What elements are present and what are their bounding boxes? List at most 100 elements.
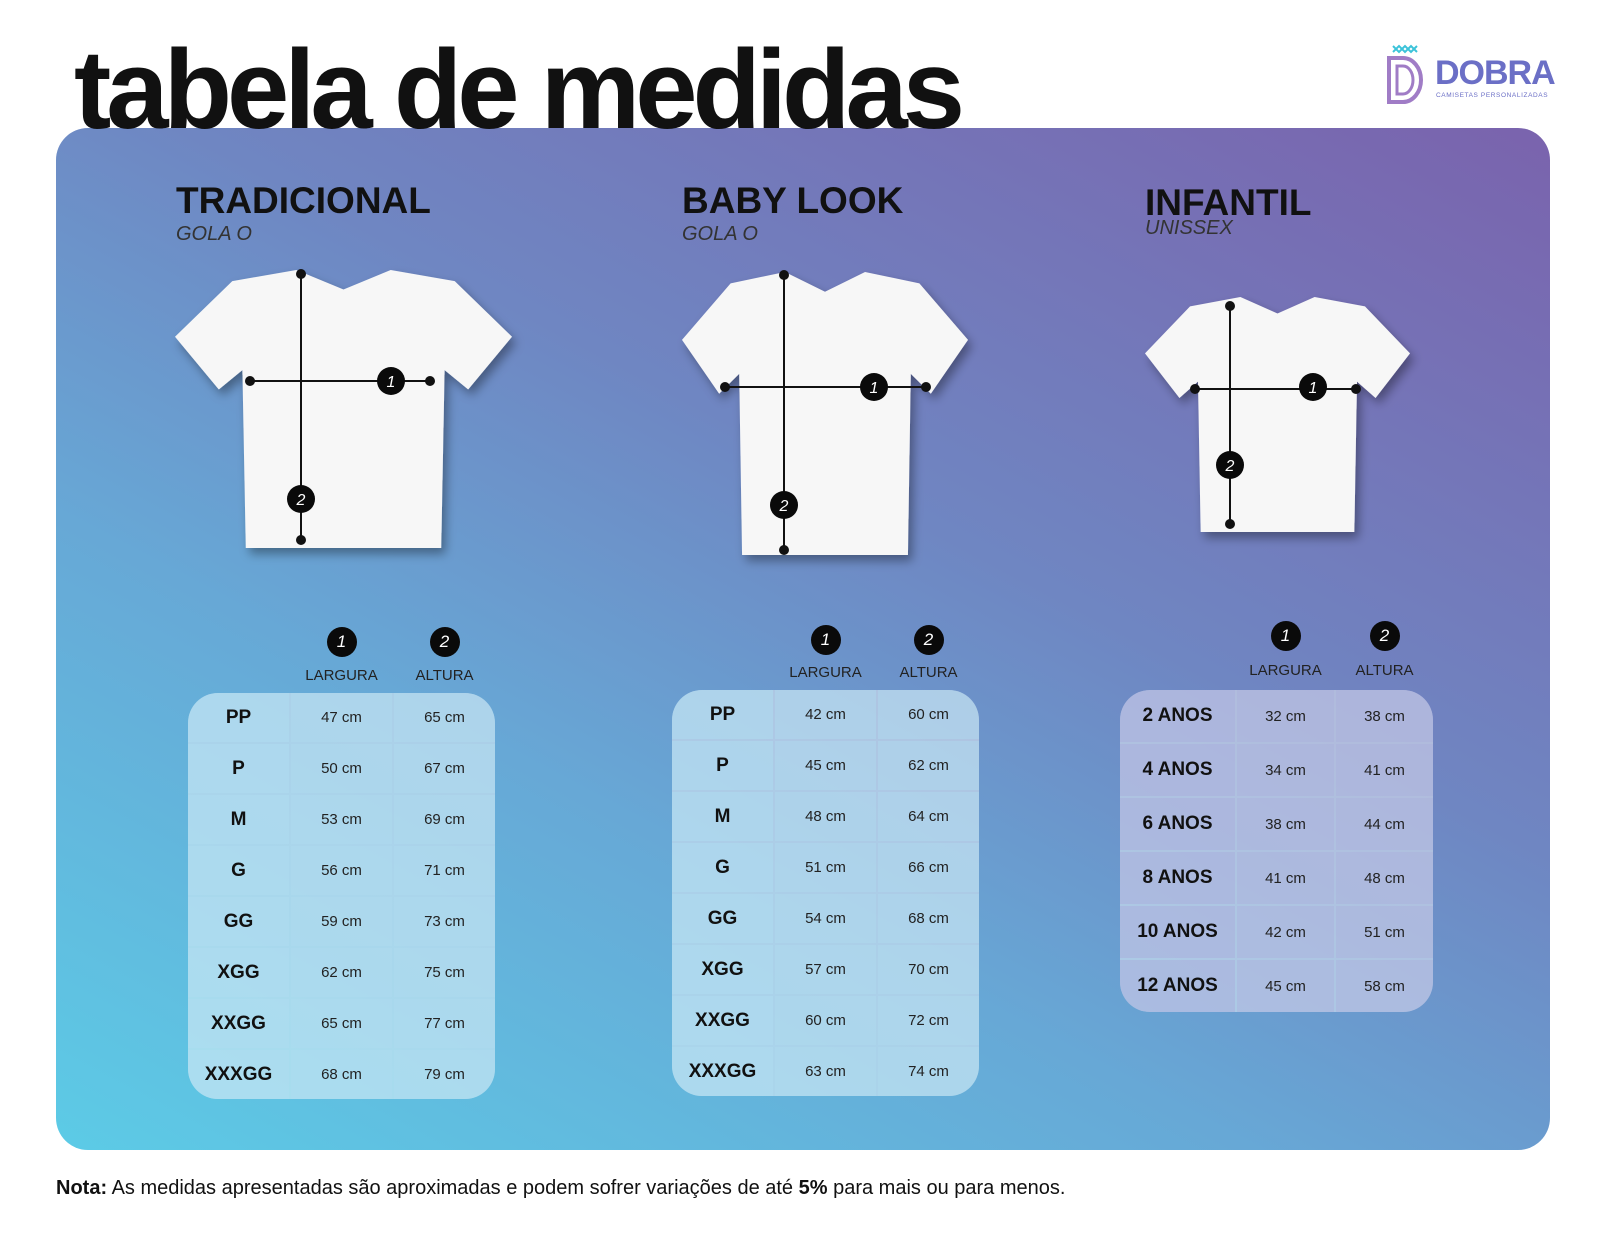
size-label: G [672,843,773,892]
size-label: PP [188,693,289,742]
marker-number: 2 [296,492,306,509]
measure-value: 73 cm [394,897,495,946]
measure-value: 32 cm [1237,690,1334,742]
size-label: 12 ANOS [1120,960,1235,1012]
measure-dot [245,376,255,386]
measure-value: 68 cm [878,894,979,943]
note-text: para mais ou para menos. [833,1177,1066,1199]
measure-value: 75 cm [394,948,495,997]
measure-value: 48 cm [1336,852,1433,904]
marker-number: 2 [1225,458,1235,475]
measure-value: 58 cm [1336,960,1433,1012]
measure-value: 77 cm [394,999,495,1048]
size-label: XGG [672,945,773,994]
measure-value: 42 cm [1237,906,1334,958]
size-table: PP 42 cm 60 cm P 45 cm 62 cm M 48 cm 64 cm G 51 cm… [672,690,979,1096]
measure-value: 62 cm [291,948,392,997]
logo-tagline: CAMISETAS PERSONALIZADAS [1436,92,1549,99]
measure-value: 47 cm [291,693,392,742]
column-label: LARGURA [1249,662,1322,679]
size-label: 6 ANOS [1120,798,1235,850]
note-text: As medidas apresentadas são aproximadas … [111,1177,794,1199]
measure-dot [1225,301,1235,311]
column-label: ALTURA [415,667,474,684]
marker-number: 2 [779,498,789,515]
size-table: PP 47 cm 65 cm P 50 cm 67 cm M 53 cm 69 cm G 56 cm… [188,693,495,1099]
shirt [175,270,512,548]
size-label: P [672,741,773,790]
measure-dot [1190,384,1200,394]
marker-badge [860,373,888,401]
section-title: BABY LOOK [682,180,904,221]
measure-value: 45 cm [1237,960,1334,1012]
marker-badge [1216,451,1244,479]
size-label: PP [672,690,773,739]
measure-value: 67 cm [394,744,495,793]
section-subtitle: GOLA O [176,223,252,245]
measure-value: 65 cm [291,999,392,1048]
size-table: 2 ANOS 32 cm 38 cm 4 ANOS 34 cm 41 cm 6 ANOS 38… [1120,690,1433,1012]
column-label: LARGURA [789,664,862,681]
measure-dot [296,535,306,545]
measure-value: 34 cm [1237,744,1334,796]
size-label: M [188,795,289,844]
measure-value: 57 cm [775,945,876,994]
column-label: ALTURA [1355,662,1414,679]
marker-number: 1 [870,380,879,397]
shirt [1145,297,1410,532]
measure-value: 42 cm [775,690,876,739]
measure-value: 38 cm [1336,690,1433,742]
measure-dot [720,382,730,392]
shirt [682,272,968,555]
measure-value: 63 cm [775,1047,876,1096]
column-badge: 1 [326,627,357,657]
note: Nota: As medidas apresentadas são aproxi… [56,1177,1065,1200]
measure-dot [779,270,789,280]
column-label: LARGURA [305,667,378,684]
size-label: XXGG [672,996,773,1045]
size-label: XXGG [188,999,289,1048]
column-badge: 1 [1270,621,1301,651]
logo-icon [1387,44,1423,104]
size-label: M [672,792,773,841]
measure-value: 51 cm [1336,906,1433,958]
measure-value: 72 cm [878,996,979,1045]
measure-value: 62 cm [878,741,979,790]
measure-value: 54 cm [775,894,876,943]
measure-value: 69 cm [394,795,495,844]
logo: DOBRA CAMISETAS PERSONALIZADAS [1385,40,1556,104]
size-label: XXXGG [672,1047,773,1096]
measure-dot [779,545,789,555]
section-title: TRADICIONAL [176,180,431,221]
marker-number: 1 [387,374,396,391]
measure-dot [296,269,306,279]
measure-value: 66 cm [878,843,979,892]
measure-value: 45 cm [775,741,876,790]
size-label: XGG [188,948,289,997]
measure-value: 74 cm [878,1047,979,1096]
size-label: GG [672,894,773,943]
measure-value: 53 cm [291,795,392,844]
measure-value: 44 cm [1336,798,1433,850]
measure-value: 48 cm [775,792,876,841]
measure-value: 68 cm [291,1050,392,1099]
measure-value: 64 cm [878,792,979,841]
measure-dot [425,376,435,386]
measure-value: 51 cm [775,843,876,892]
column-badge: 2 [1369,621,1400,651]
column-badge: 1 [810,625,841,655]
size-label: 10 ANOS [1120,906,1235,958]
section-title: INFANTIL [1145,182,1312,223]
measure-value: 59 cm [291,897,392,946]
column-badge: 2 [429,627,460,657]
marker-badge [287,485,315,513]
measure-value: 65 cm [394,693,495,742]
marker-badge [1299,373,1327,401]
size-label: P [188,744,289,793]
measure-dot [1351,384,1361,394]
section-subtitle: UNISSEX [1145,217,1233,239]
note-highlight: 5% [798,1177,828,1199]
section-subtitle: GOLA O [682,223,758,245]
